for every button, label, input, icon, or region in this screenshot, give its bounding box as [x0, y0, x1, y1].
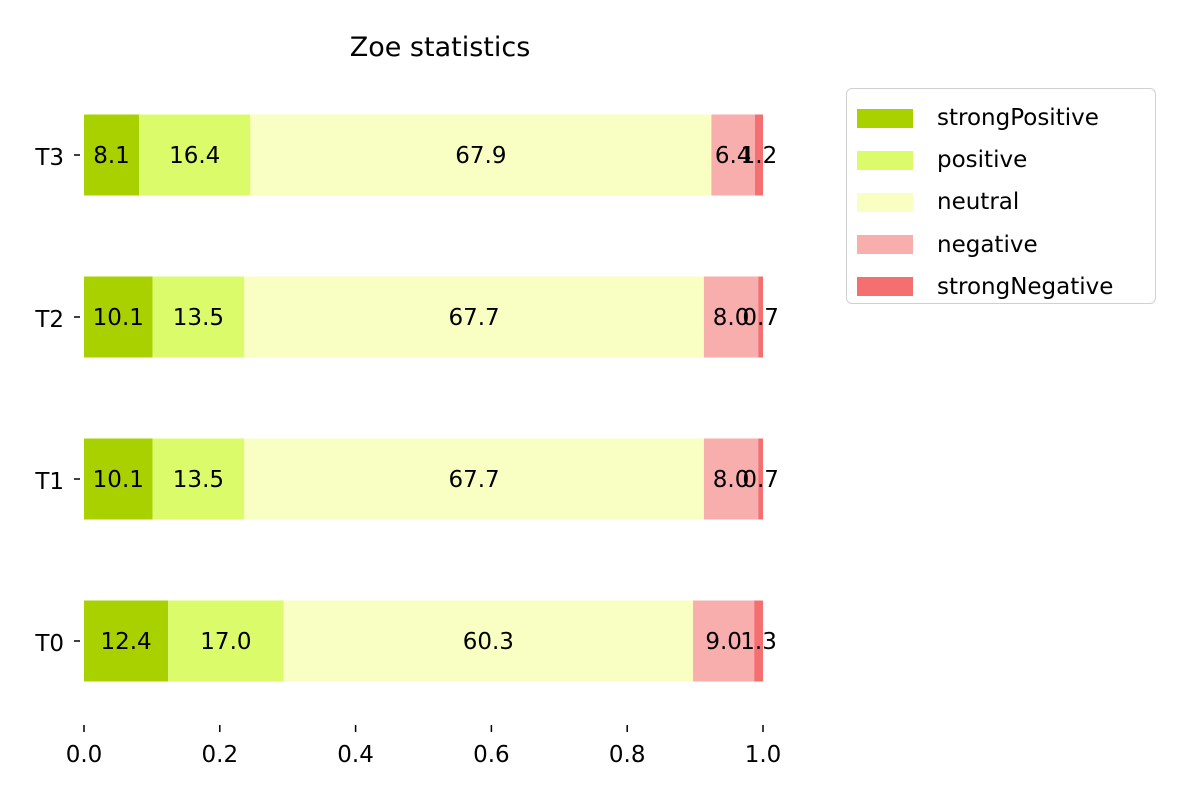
data-label-neutral-T1: 67.7 — [448, 467, 499, 493]
legend-item-neutral: neutral — [857, 181, 1155, 223]
bar-segment-positive-T1 — [152, 438, 245, 520]
data-label-positive-T0: 17.0 — [200, 629, 251, 655]
chart-legend: strongPositive positive neutral negative str… — [846, 88, 1156, 304]
bar-segment-negative-T2 — [703, 276, 759, 358]
bar-segment-strongPositive-T3 — [84, 114, 139, 196]
data-label-negative-T2: 8.0 — [713, 305, 750, 331]
bar-segment-neutral-T1 — [244, 438, 704, 520]
bar-segment-strongPositive-T0 — [84, 600, 169, 682]
data-label-strongPositive-T3: 8.1 — [93, 143, 130, 169]
data-label-strongPositive-T2: 10.1 — [93, 305, 144, 331]
data-label-negative-T1: 8.0 — [713, 467, 750, 493]
legend-label-negative: negative — [937, 231, 1038, 258]
x-tick-label-1.0: 1.0 — [745, 742, 782, 768]
data-label-strongPositive-T0: 12.4 — [100, 629, 151, 655]
bar-segment-neutral-T3 — [250, 114, 712, 196]
data-label-positive-T1: 13.5 — [173, 467, 224, 493]
bar-segment-positive-T0 — [168, 600, 284, 682]
y-tick-label-T1: T1 — [34, 469, 64, 495]
bar-segment-strongNegative-T3 — [754, 114, 763, 196]
y-tick-label-T0: T0 — [34, 631, 64, 657]
bar-segment-strongNegative-T1 — [758, 438, 763, 520]
data-label-neutral-T0: 60.3 — [463, 629, 514, 655]
x-tick-label-0.8: 0.8 — [609, 742, 646, 768]
bar-segment-neutral-T0 — [283, 600, 694, 682]
legend-item-negative: negative — [857, 224, 1155, 266]
data-label-negative-T3: 6.4 — [715, 143, 752, 169]
bar-segment-negative-T1 — [703, 438, 759, 520]
y-tick-label-T3: T3 — [34, 145, 64, 171]
chart-title: Zoe statistics — [350, 32, 531, 63]
legend-swatch-strongNegative — [857, 277, 913, 297]
x-tick-label-0.2: 0.2 — [202, 742, 239, 768]
legend-item-strongPositive: strongPositive — [857, 97, 1155, 139]
bar-segment-positive-T2 — [152, 276, 245, 358]
bar-segment-strongNegative-T0 — [754, 600, 763, 682]
x-tick-label-0.0: 0.0 — [66, 742, 103, 768]
data-label-positive-T2: 13.5 — [173, 305, 224, 331]
legend-label-neutral: neutral — [937, 189, 1020, 216]
bar-segment-strongPositive-T1 — [84, 438, 153, 520]
bar-segment-strongNegative-T2 — [758, 276, 763, 358]
legend-swatch-negative — [857, 235, 913, 255]
data-label-strongNegative-T0: 1.3 — [740, 629, 777, 655]
data-label-strongNegative-T3: 1.2 — [741, 143, 778, 169]
data-label-negative-T0: 9.0 — [705, 629, 742, 655]
bar-segment-positive-T3 — [138, 114, 251, 196]
bar-segment-negative-T0 — [693, 600, 755, 682]
legend-swatch-neutral — [857, 192, 913, 212]
bar-segment-strongPositive-T2 — [84, 276, 153, 358]
legend-label-strongNegative: strongNegative — [937, 273, 1114, 300]
x-tick-label-0.4: 0.4 — [337, 742, 374, 768]
legend-item-strongNegative: strongNegative — [857, 266, 1155, 308]
data-label-strongPositive-T1: 10.1 — [93, 467, 144, 493]
x-tick-label-0.6: 0.6 — [473, 742, 510, 768]
legend-label-positive: positive — [937, 147, 1028, 174]
legend-item-positive: positive — [857, 139, 1155, 181]
bar-segment-neutral-T2 — [244, 276, 704, 358]
bar-segment-negative-T3 — [711, 114, 755, 196]
legend-swatch-strongPositive — [857, 108, 913, 128]
data-label-positive-T3: 16.4 — [169, 143, 220, 169]
data-label-strongNegative-T2: 0.7 — [742, 305, 779, 331]
y-tick-label-T2: T2 — [34, 307, 64, 333]
legend-label-strongPositive: strongPositive — [937, 105, 1099, 132]
legend-swatch-positive — [857, 150, 913, 170]
data-label-neutral-T3: 67.9 — [455, 143, 506, 169]
data-label-neutral-T2: 67.7 — [448, 305, 499, 331]
data-label-strongNegative-T1: 0.7 — [742, 467, 779, 493]
